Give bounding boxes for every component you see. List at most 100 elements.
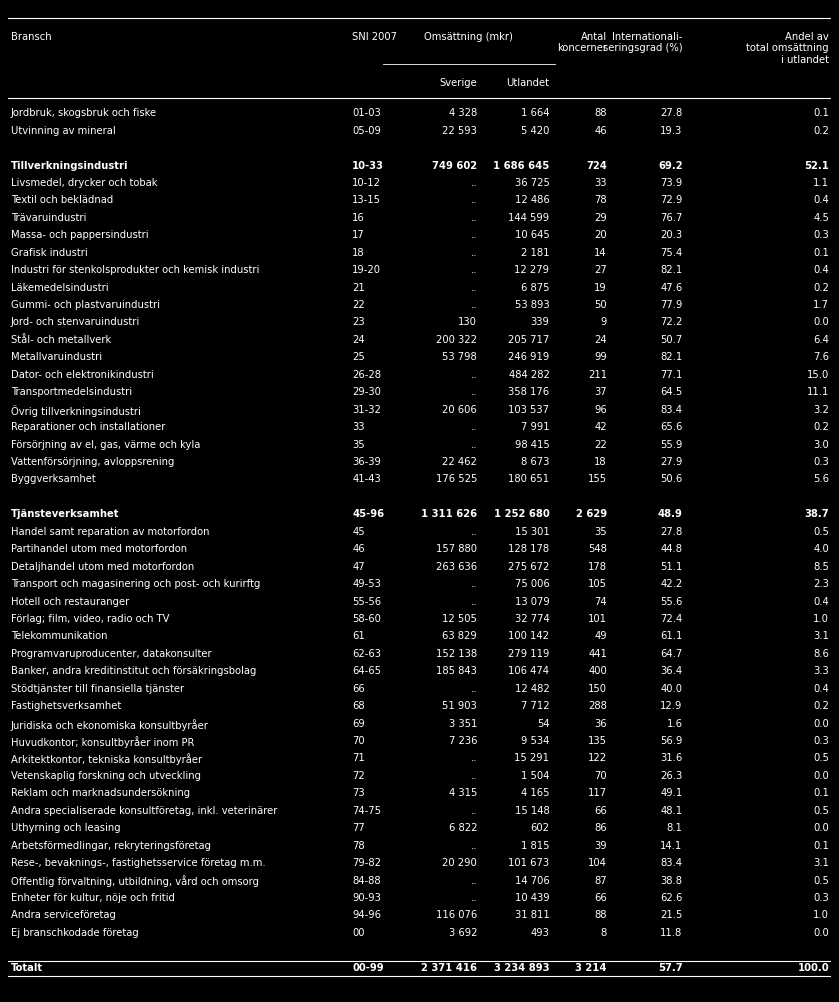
Text: 0.0: 0.0: [813, 318, 829, 328]
Text: 00-99: 00-99: [352, 963, 383, 973]
Text: Omsättning (mkr): Omsättning (mkr): [425, 32, 513, 42]
Text: 51 903: 51 903: [442, 701, 477, 711]
Text: ..: ..: [471, 212, 477, 222]
Text: 0.2: 0.2: [813, 283, 829, 293]
Text: 1.0: 1.0: [813, 911, 829, 921]
Text: 11.8: 11.8: [660, 928, 683, 938]
Text: Textil och beklädnad: Textil och beklädnad: [11, 195, 113, 205]
Text: 27.8: 27.8: [660, 108, 683, 118]
Text: 5 420: 5 420: [521, 125, 550, 135]
Text: 0.1: 0.1: [813, 247, 829, 258]
Text: 27.8: 27.8: [660, 527, 683, 537]
Text: Arbetsförmedlingar, rekryteringsföretag: Arbetsförmedlingar, rekryteringsföretag: [11, 841, 211, 851]
Text: 98 415: 98 415: [514, 440, 550, 450]
Text: 36.4: 36.4: [660, 666, 683, 676]
Text: 22: 22: [352, 300, 365, 310]
Text: ..: ..: [471, 230, 477, 240]
Text: 3 351: 3 351: [449, 718, 477, 728]
Text: 40.0: 40.0: [660, 683, 683, 693]
Text: 0.2: 0.2: [813, 701, 829, 711]
Text: Detaljhandel utom med motorfordon: Detaljhandel utom med motorfordon: [11, 562, 194, 572]
Text: 1.0: 1.0: [813, 614, 829, 624]
Text: Industri för stenkolsprodukter och kemisk industri: Industri för stenkolsprodukter och kemis…: [11, 266, 259, 276]
Text: 1 815: 1 815: [521, 841, 550, 851]
Text: Andra specialiserade konsultföretag, inkl. veterinärer: Andra specialiserade konsultföretag, ink…: [11, 806, 277, 816]
Text: ..: ..: [471, 178, 477, 188]
Text: 144 599: 144 599: [508, 212, 550, 222]
Text: 0.5: 0.5: [813, 876, 829, 886]
Text: Stål- och metallverk: Stål- och metallverk: [11, 335, 111, 345]
Text: 17: 17: [352, 230, 365, 240]
Text: 45: 45: [352, 527, 365, 537]
Text: ..: ..: [471, 247, 477, 258]
Text: 100 142: 100 142: [508, 631, 550, 641]
Text: 339: 339: [530, 318, 550, 328]
Text: Byggverksamhet: Byggverksamhet: [11, 475, 96, 484]
Text: Rese-, bevaknings-, fastighetsservice företag m.m.: Rese-, bevaknings-, fastighetsservice fö…: [11, 858, 265, 868]
Text: 3.2: 3.2: [813, 405, 829, 415]
Text: 69: 69: [352, 718, 365, 728]
Text: 0.0: 0.0: [813, 718, 829, 728]
Text: 8 673: 8 673: [521, 457, 550, 467]
Text: Andel av
total omsättning
i utlandet: Andel av total omsättning i utlandet: [747, 32, 829, 65]
Text: 22: 22: [594, 440, 607, 450]
Text: Övrig tillverkningsindustri: Övrig tillverkningsindustri: [11, 405, 141, 417]
Text: 4.5: 4.5: [813, 212, 829, 222]
Text: 29: 29: [594, 212, 607, 222]
Text: 12 279: 12 279: [514, 266, 550, 276]
Text: Tjänsteverksamhet: Tjänsteverksamhet: [11, 509, 119, 519]
Text: 35: 35: [594, 527, 607, 537]
Text: Programvaruproducenter, datakonsulter: Programvaruproducenter, datakonsulter: [11, 649, 211, 659]
Text: 0.1: 0.1: [813, 789, 829, 799]
Text: 88: 88: [595, 108, 607, 118]
Text: 0.0: 0.0: [813, 928, 829, 938]
Text: 77: 77: [352, 824, 365, 834]
Text: 155: 155: [588, 475, 607, 484]
Text: ..: ..: [471, 195, 477, 205]
Text: Hotell och restauranger: Hotell och restauranger: [11, 596, 129, 606]
Text: Handel samt reparation av motorfordon: Handel samt reparation av motorfordon: [11, 527, 210, 537]
Text: 55.9: 55.9: [660, 440, 683, 450]
Text: ..: ..: [471, 527, 477, 537]
Text: 31.6: 31.6: [660, 754, 683, 764]
Text: 0.1: 0.1: [813, 108, 829, 118]
Text: 1 311 626: 1 311 626: [421, 509, 477, 519]
Text: 279 119: 279 119: [508, 649, 550, 659]
Text: 63 829: 63 829: [442, 631, 477, 641]
Text: 77.1: 77.1: [660, 370, 683, 380]
Text: 135: 135: [588, 736, 607, 746]
Text: 101 673: 101 673: [508, 858, 550, 868]
Text: 42: 42: [594, 422, 607, 432]
Text: 75 006: 75 006: [514, 579, 550, 589]
Text: 33: 33: [352, 422, 365, 432]
Text: 19-20: 19-20: [352, 266, 381, 276]
Text: 27: 27: [594, 266, 607, 276]
Text: 83.4: 83.4: [660, 405, 683, 415]
Text: 3.1: 3.1: [813, 631, 829, 641]
Text: ..: ..: [471, 387, 477, 397]
Text: 1.1: 1.1: [813, 178, 829, 188]
Text: Metallvaruindustri: Metallvaruindustri: [11, 353, 102, 363]
Text: ..: ..: [471, 300, 477, 310]
Text: 82.1: 82.1: [660, 266, 683, 276]
Text: 12 486: 12 486: [514, 195, 550, 205]
Text: Internationali-
seringsgrad (%): Internationali- seringsgrad (%): [603, 32, 683, 53]
Text: 3.0: 3.0: [813, 440, 829, 450]
Text: 14 706: 14 706: [514, 876, 550, 886]
Text: 72.2: 72.2: [660, 318, 683, 328]
Text: 185 843: 185 843: [436, 666, 477, 676]
Text: 3 214: 3 214: [576, 963, 607, 973]
Text: ..: ..: [471, 771, 477, 781]
Text: 0.4: 0.4: [813, 683, 829, 693]
Text: 24: 24: [352, 335, 365, 345]
Text: 22 462: 22 462: [442, 457, 477, 467]
Text: 45-96: 45-96: [352, 509, 384, 519]
Text: 3 234 893: 3 234 893: [494, 963, 550, 973]
Text: 23: 23: [352, 318, 365, 328]
Text: 152 138: 152 138: [436, 649, 477, 659]
Text: 64.7: 64.7: [660, 649, 683, 659]
Text: 26-28: 26-28: [352, 370, 381, 380]
Text: 12 482: 12 482: [514, 683, 550, 693]
Text: 10 645: 10 645: [514, 230, 550, 240]
Text: 9: 9: [601, 318, 607, 328]
